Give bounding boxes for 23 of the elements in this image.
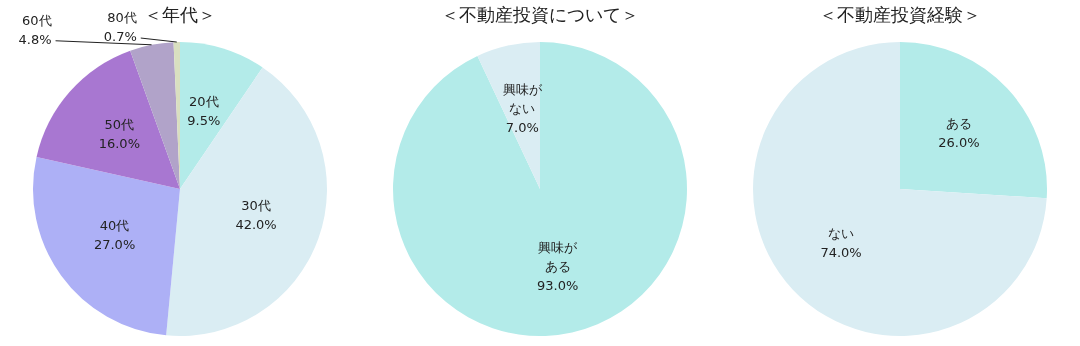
- slice-label: ある: [945, 115, 972, 131]
- data-label: 9.5%: [187, 112, 221, 128]
- data-label: 42.0%: [235, 217, 277, 233]
- data-label: 7.0%: [505, 120, 539, 136]
- data-label: 4.8%: [18, 32, 52, 48]
- slice-label: 20代: [189, 93, 219, 109]
- data-label: 27.0%: [93, 237, 136, 253]
- slice-label: 40代: [99, 218, 130, 234]
- data-label: 16.0%: [98, 136, 141, 152]
- chart-title: ＜年代＞: [144, 3, 216, 25]
- chart-title: ＜不動産投資経験＞: [819, 3, 981, 25]
- data-label: 74.0%: [820, 245, 862, 261]
- slice-label: 興味がない: [502, 82, 543, 117]
- slice-label: 興味がある: [538, 240, 579, 275]
- slice-label: 60代: [22, 13, 52, 29]
- data-label: 26.0%: [938, 134, 980, 150]
- slice-label: 80代: [107, 10, 137, 26]
- data-label: 0.7%: [103, 29, 137, 45]
- slice-label: ない: [828, 226, 855, 242]
- chart-title: ＜不動産投資について＞: [441, 3, 639, 25]
- data-label: 93.0%: [536, 278, 579, 294]
- slice-label: 30代: [241, 198, 271, 214]
- slice-label: 50代: [104, 117, 135, 133]
